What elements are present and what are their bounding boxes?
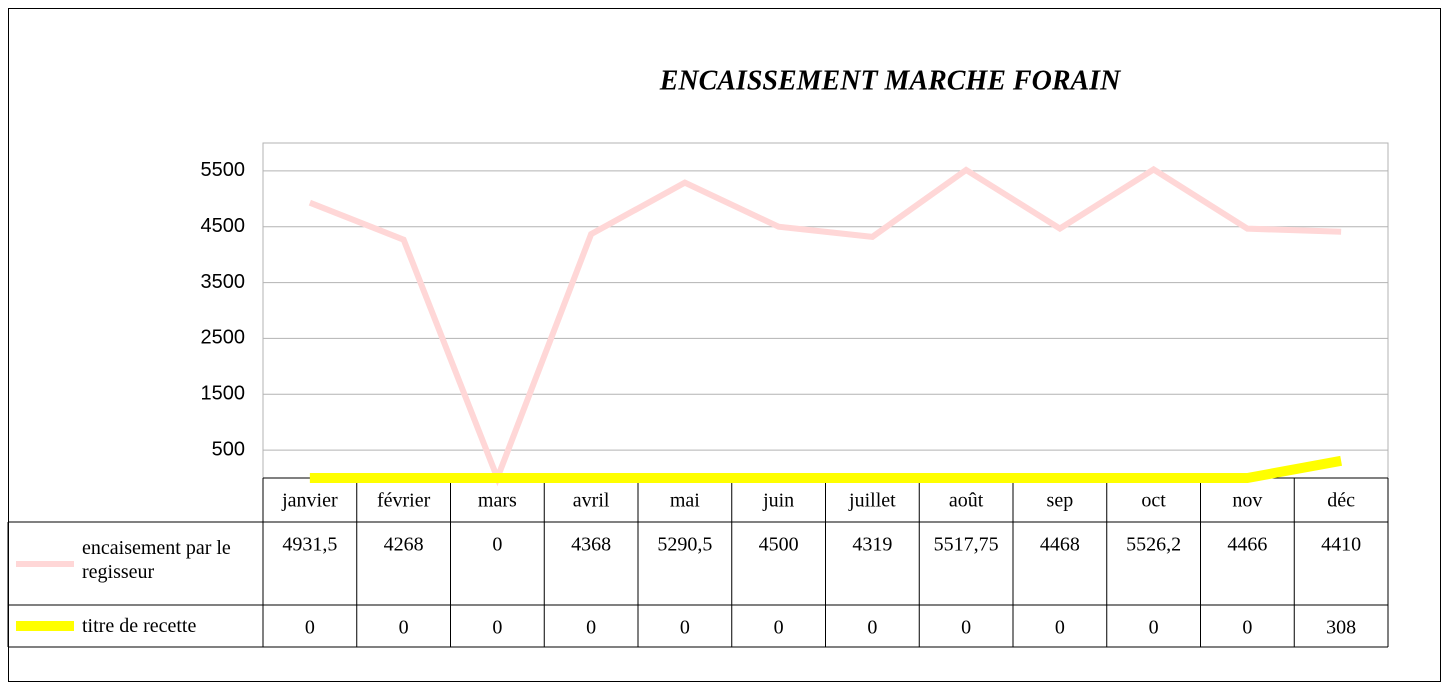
y-tick-label: 4500 — [201, 215, 246, 237]
series-line — [308, 165, 1342, 487]
data-label: 4500 — [759, 534, 799, 556]
y-tick-label: 1500 — [201, 383, 246, 405]
data-label: 308 — [1326, 617, 1356, 639]
x-tick-label: oct — [1141, 490, 1166, 512]
data-label: 0 — [586, 617, 596, 639]
data-label: 0 — [305, 617, 315, 639]
data-label: 4319 — [852, 534, 892, 556]
x-tick-label: avril — [573, 490, 610, 512]
data-label: 4466 — [1227, 534, 1267, 556]
data-label: 0 — [492, 617, 502, 639]
data-label: 4368 — [571, 534, 611, 556]
data-label: 0 — [774, 617, 784, 639]
data-label: 5526,2 — [1126, 534, 1181, 556]
x-tick-label: février — [377, 490, 431, 512]
data-label: 0 — [961, 617, 971, 639]
data-label: 0 — [492, 534, 502, 556]
y-tick-label: 3500 — [201, 271, 246, 293]
data-label: 0 — [399, 617, 409, 639]
y-tick-label: 5500 — [201, 159, 246, 181]
data-label: 0 — [680, 617, 690, 639]
x-tick-label: sep — [1047, 490, 1074, 512]
x-tick-label: juin — [762, 490, 794, 512]
data-label: 4410 — [1321, 534, 1361, 556]
y-tick-label: 2500 — [201, 327, 246, 349]
data-label: 5290,5 — [657, 534, 712, 556]
data-label: 5517,75 — [934, 534, 999, 556]
data-label: 4931,5 — [282, 534, 337, 556]
chart-title: ENCAISSEMENT MARCHE FORAIN — [659, 65, 1122, 96]
x-tick-label: août — [949, 490, 984, 512]
legend-label-box: encaisement par le regisseur — [82, 537, 231, 583]
legend-label: titre de recette — [82, 615, 197, 637]
series-line — [309, 455, 1343, 483]
legend-label-box: titre de recette — [82, 615, 197, 637]
x-tick-label: déc — [1327, 490, 1355, 512]
data-label: 0 — [867, 617, 877, 639]
x-tick-label: nov — [1232, 490, 1262, 512]
data-label: 4268 — [384, 534, 424, 556]
x-tick-label: janvier — [281, 490, 338, 512]
x-tick-label: mai — [670, 490, 700, 512]
data-label: 0 — [1242, 617, 1252, 639]
legend-label: encaisement par le regisseur — [82, 537, 231, 583]
data-label: 4468 — [1040, 534, 1080, 556]
data-label: 0 — [1055, 617, 1065, 639]
data-label: 0 — [1149, 617, 1159, 639]
x-tick-label: mars — [478, 490, 517, 512]
x-tick-label: juillet — [848, 490, 896, 512]
y-tick-label: 500 — [212, 438, 245, 460]
